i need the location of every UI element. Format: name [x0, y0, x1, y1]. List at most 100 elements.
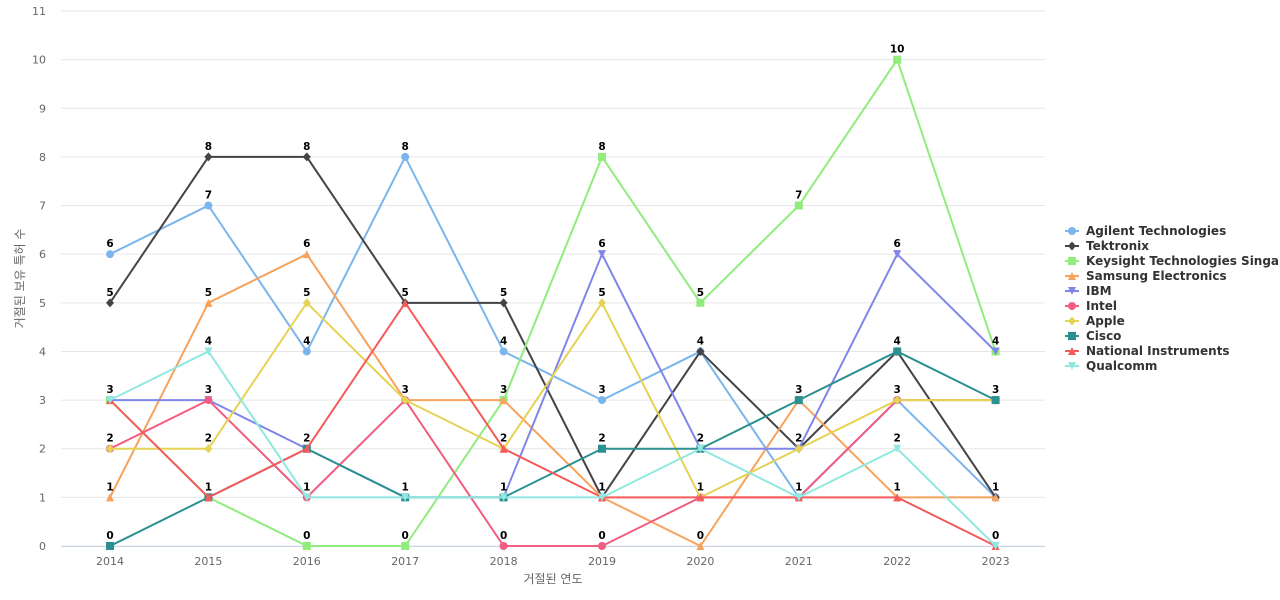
data-label: 5 — [500, 287, 507, 299]
data-point — [598, 250, 606, 259]
data-point — [106, 493, 114, 502]
legend-item[interactable]: Tektronix — [1065, 239, 1149, 253]
x-axis-title: 거절된 연도 — [523, 572, 582, 586]
data-point — [598, 493, 606, 502]
data-label: 2 — [205, 433, 212, 445]
data-point — [204, 444, 213, 454]
y-tick-label: 4 — [39, 345, 46, 358]
data-label: 8 — [205, 141, 212, 153]
data-label: 3 — [205, 384, 212, 396]
legend-item[interactable]: Agilent Technologies — [1065, 224, 1226, 238]
legend-item[interactable]: Intel — [1065, 299, 1117, 313]
data-label: 1 — [992, 481, 999, 493]
data-label: 0 — [303, 530, 310, 542]
data-point — [696, 493, 705, 502]
data-point — [794, 396, 803, 405]
y-axis-title: 거절된 보유 특허 수 — [13, 229, 27, 329]
data-point — [794, 444, 803, 454]
data-labels: 6532108754321865421085310543210865321054… — [106, 44, 999, 542]
legend-label: IBM — [1086, 284, 1112, 298]
legend-marker — [1068, 362, 1076, 370]
legend-item[interactable]: IBM — [1065, 284, 1112, 298]
data-label: 6 — [894, 238, 901, 250]
y-tick-label: 8 — [39, 151, 46, 164]
data-point — [401, 152, 410, 161]
legend-marker — [1068, 347, 1076, 355]
legend-item[interactable]: Keysight Technologies Singa... — [1065, 254, 1280, 268]
data-label: 4 — [992, 335, 999, 347]
x-tick-label: 2015 — [194, 555, 222, 568]
y-tick-label: 2 — [39, 443, 46, 456]
data-point — [204, 396, 213, 405]
grid-lines — [61, 10, 1045, 547]
data-point — [106, 298, 114, 308]
data-point — [893, 395, 902, 405]
x-tick-label: 2018 — [490, 555, 518, 568]
data-point — [204, 298, 213, 307]
legend-marker — [1068, 272, 1076, 280]
data-point — [598, 298, 606, 308]
data-label: 0 — [106, 530, 113, 542]
data-label: 0 — [992, 530, 999, 542]
data-label: 6 — [598, 238, 605, 250]
data-label: 3 — [795, 384, 802, 396]
data-point — [696, 444, 705, 453]
data-point — [302, 250, 311, 259]
data-label: 3 — [598, 384, 605, 396]
data-label: 8 — [303, 141, 310, 153]
legend-marker — [1068, 241, 1076, 251]
x-tick-label: 2016 — [293, 555, 321, 568]
data-label: 3 — [894, 384, 901, 396]
data-label: 1 — [402, 481, 409, 493]
data-point — [401, 298, 410, 307]
legend-marker — [1068, 227, 1076, 235]
data-label: 1 — [500, 481, 507, 493]
data-point — [794, 201, 803, 210]
y-tick-label: 6 — [39, 248, 46, 261]
x-tick-label: 2019 — [588, 555, 616, 568]
data-label: 0 — [500, 530, 507, 542]
data-point — [598, 396, 606, 405]
legend-item[interactable]: Apple — [1065, 314, 1125, 328]
series-layer — [106, 55, 1000, 550]
data-label: 1 — [106, 481, 113, 493]
series-line — [109, 399, 996, 547]
series-line — [109, 155, 997, 499]
legend-item[interactable]: Samsung Electronics — [1065, 269, 1227, 283]
legend-item[interactable]: Cisco — [1065, 329, 1121, 343]
data-point — [401, 493, 410, 502]
data-label: 1 — [303, 481, 310, 493]
data-label: 6 — [303, 238, 310, 250]
series-line — [109, 301, 997, 547]
data-label: 3 — [992, 384, 999, 396]
data-label: 5 — [402, 287, 409, 299]
series-line — [109, 350, 997, 547]
y-tick-label: 3 — [39, 394, 46, 407]
data-point — [499, 396, 508, 405]
data-label: 2 — [500, 433, 507, 445]
data-label: 4 — [205, 335, 212, 347]
data-point — [106, 250, 114, 259]
data-label: 1 — [205, 481, 212, 493]
legend-label: Cisco — [1086, 329, 1121, 343]
data-point — [991, 347, 1000, 356]
legend-item[interactable]: Qualcomm — [1065, 359, 1157, 373]
data-point — [106, 396, 114, 405]
data-point — [499, 542, 508, 550]
data-label: 5 — [303, 287, 310, 299]
data-point — [204, 201, 213, 210]
x-tick-label: 2021 — [785, 555, 813, 568]
data-label: 4 — [303, 335, 310, 347]
legend-marker — [1068, 257, 1076, 265]
legend-label: Agilent Technologies — [1086, 224, 1226, 238]
series-line — [109, 155, 997, 499]
y-tick-label: 1 — [39, 491, 46, 504]
data-point — [204, 152, 213, 162]
legend-item[interactable]: National Instruments — [1065, 344, 1230, 358]
data-label: 1 — [795, 481, 802, 493]
data-point — [893, 250, 902, 259]
legend-label: Intel — [1086, 299, 1117, 313]
data-label: 3 — [500, 384, 507, 396]
data-point — [991, 542, 1000, 550]
data-point — [696, 542, 705, 550]
